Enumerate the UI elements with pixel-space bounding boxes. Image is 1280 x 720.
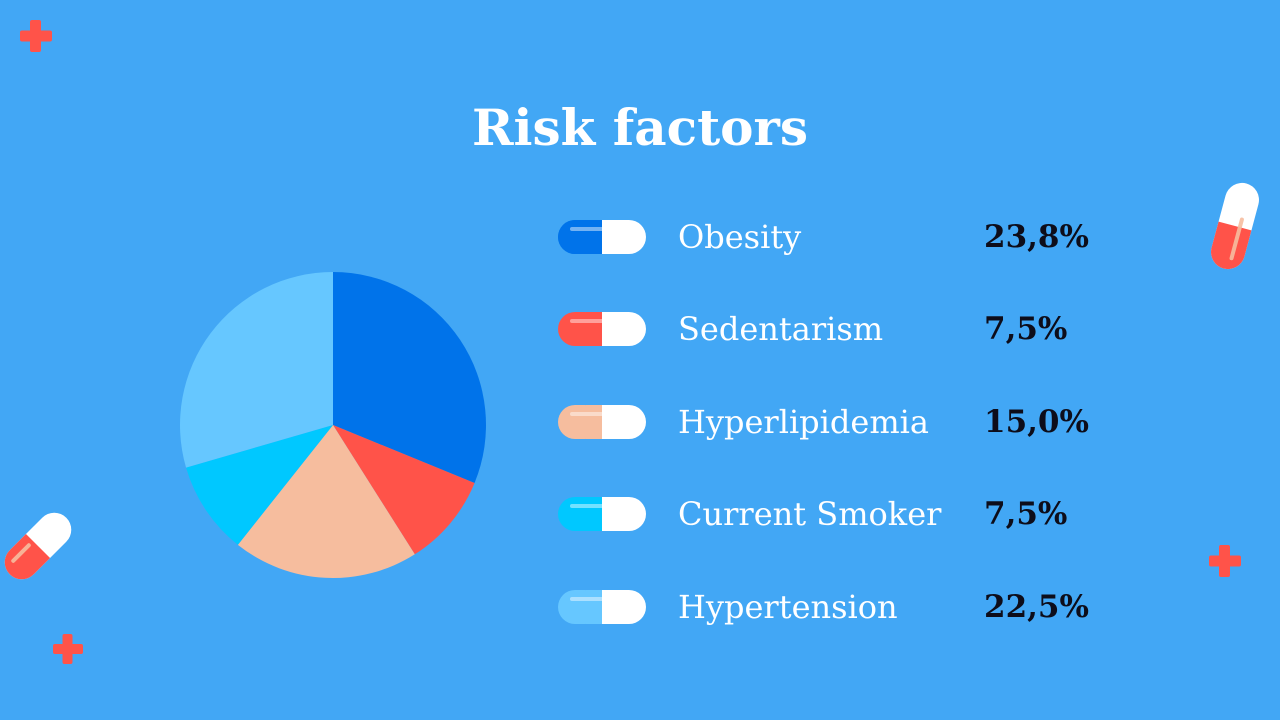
legend-label: Sedentarism <box>678 310 884 348</box>
pie-slice-hyperlipidemia <box>237 425 415 579</box>
legend-value: 7,5% <box>984 311 1068 347</box>
legend-label: Hypertension <box>678 588 898 626</box>
capsule-icon <box>558 312 646 346</box>
capsule-icon <box>558 497 646 531</box>
capsule-icon <box>558 405 646 439</box>
capsule-icon <box>4 512 72 580</box>
legend-item-obesity: Obesity 23,8% <box>556 217 1116 257</box>
pie-slice-obesity <box>333 272 486 484</box>
legend-value: 15,0% <box>984 404 1089 440</box>
pie-slice-current-smoker <box>186 425 333 545</box>
legend-item-sedentarism: Sedentarism 7,5% <box>556 309 1116 349</box>
legend-value: 23,8% <box>984 219 1089 255</box>
legend-item-current-smoker: Current Smoker 7,5% <box>556 494 1116 534</box>
legend-label: Current Smoker <box>678 495 942 533</box>
cross-icon <box>53 634 83 664</box>
capsule-icon <box>1211 182 1259 270</box>
legend-value: 7,5% <box>984 496 1068 532</box>
pie-chart <box>180 272 486 579</box>
capsule-icon <box>558 220 646 254</box>
legend-label: Hyperlipidemia <box>678 403 929 441</box>
slide-title: Risk factors <box>471 98 809 157</box>
capsule-icon <box>558 590 646 624</box>
cross-icon <box>1209 545 1241 577</box>
legend-item-hyperlipidemia: Hyperlipidemia 15,0% <box>556 402 1116 442</box>
cross-icon <box>20 20 52 52</box>
legend-item-hypertension: Hypertension 22,5% <box>556 587 1116 627</box>
pie-slice-hypertension <box>180 272 333 468</box>
legend-value: 22,5% <box>984 589 1089 625</box>
legend-label: Obesity <box>678 218 802 256</box>
pie-slice-sedentarism <box>333 425 475 555</box>
